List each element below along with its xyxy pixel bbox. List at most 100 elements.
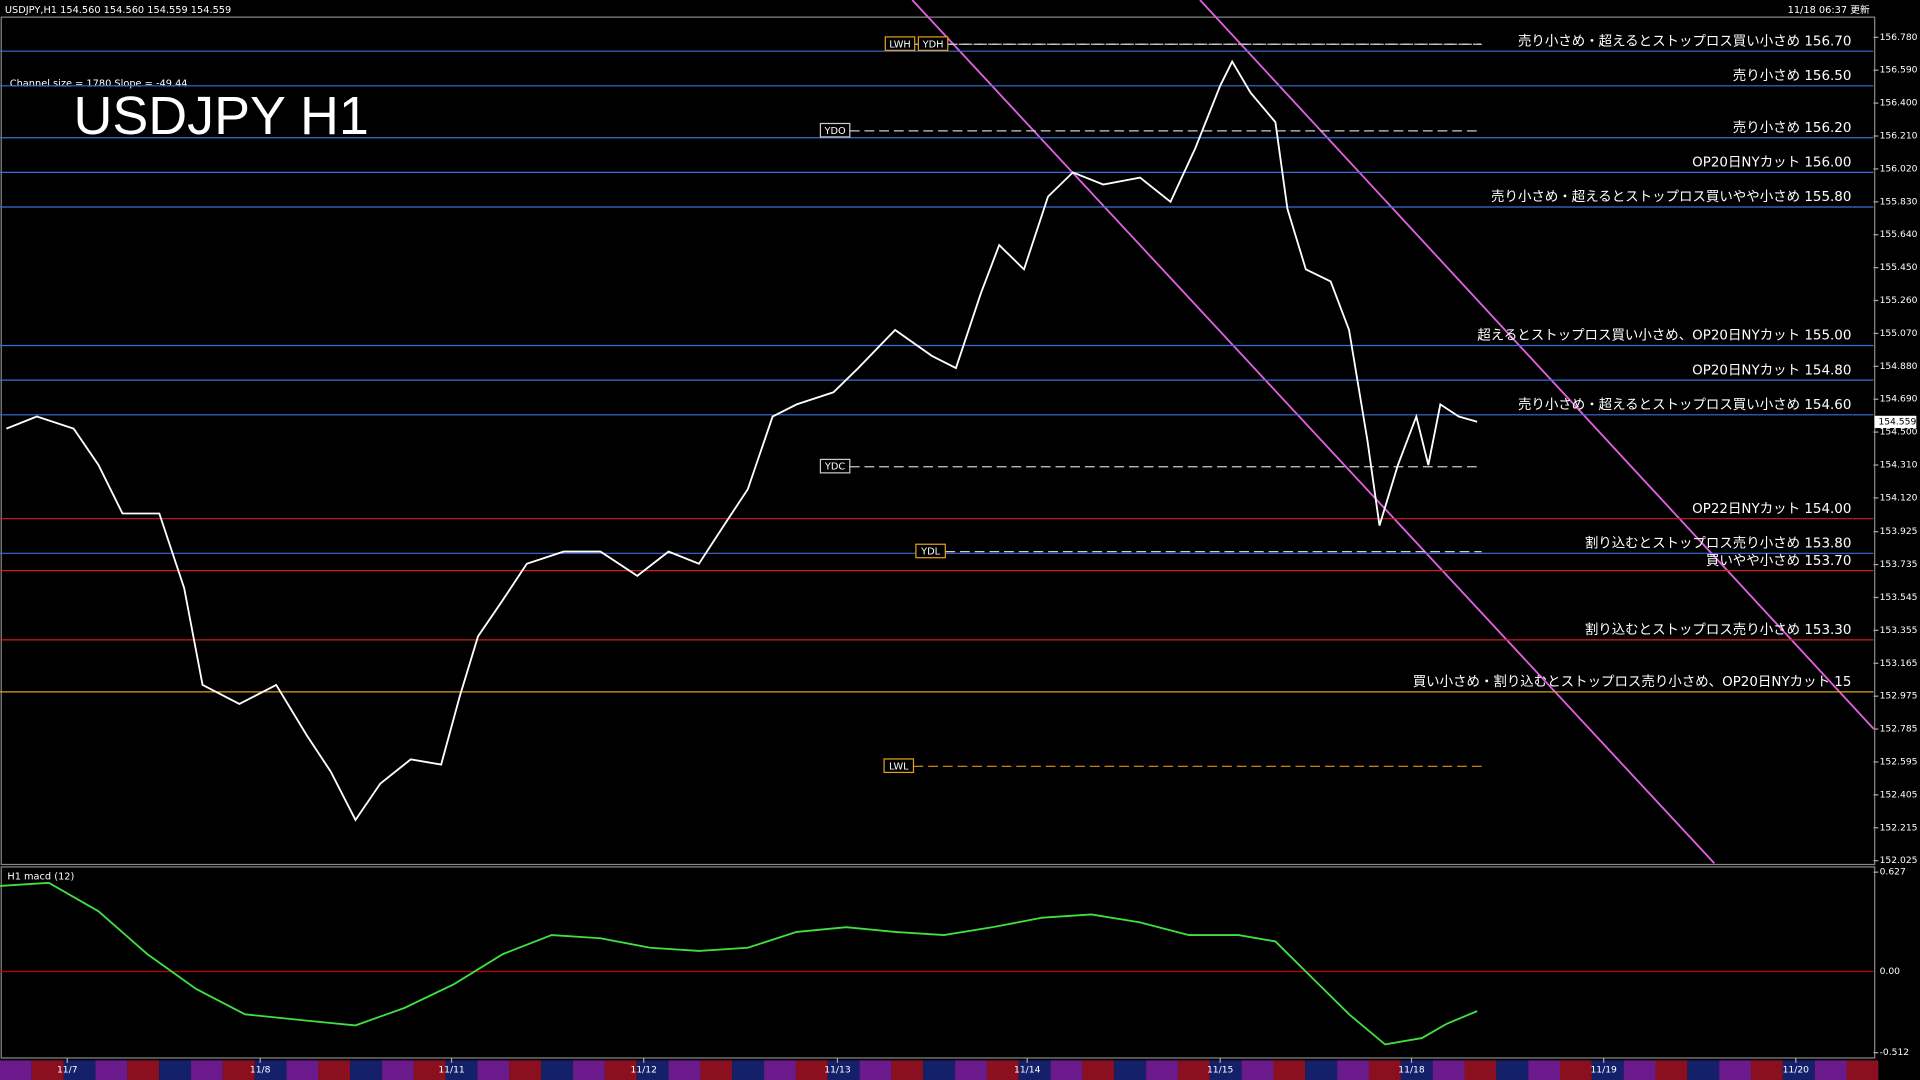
y-tick-label: 153.925 (1880, 526, 1918, 537)
date-bar-segment (986, 1060, 1019, 1080)
y-tick-label: 152.595 (1880, 756, 1918, 767)
date-bar-segment (1177, 1060, 1210, 1080)
macd-tick-label: 0.00 (1880, 966, 1901, 977)
x-tick-label: 11/19 (1590, 1065, 1617, 1076)
date-bar-segment (1018, 1060, 1051, 1080)
x-tick-label: 11/20 (1783, 1065, 1810, 1076)
date-bar-segment (191, 1060, 223, 1080)
x-tick-label: 11/14 (1014, 1065, 1041, 1076)
date-bar-segment (1591, 1060, 1624, 1080)
macd-line (0, 881, 1478, 1046)
y-tick-label: 152.215 (1880, 822, 1918, 833)
date-bar-segment (445, 1060, 478, 1080)
date-bar-segment (254, 1060, 287, 1080)
y-tick-label: 153.545 (1880, 592, 1918, 603)
updated: 11/18 06:37 更新 (1788, 3, 1870, 16)
date-bar-segment (1814, 1060, 1847, 1080)
price-line (6, 59, 1478, 822)
date-bar-segment (923, 1060, 956, 1080)
x-tick-label: 11/18 (1398, 1065, 1425, 1076)
date-bar-segment (0, 1060, 32, 1080)
level-label: OP22日NYカット 154.00 (1692, 502, 1851, 517)
level-label: 売り小さめ・超えるとストップロス買いやや小さめ 155.80 (1491, 189, 1851, 205)
x-tick-label: 11/8 (250, 1065, 271, 1076)
y-tick-label: 153.165 (1880, 658, 1918, 669)
date-bar-segment (1687, 1060, 1720, 1080)
date-bar-segment (1082, 1060, 1115, 1080)
date-bar-segment (1337, 1060, 1369, 1080)
level-label: 買い小さめ・割り込むとストップロス売り小さめ、OP20日NYカット 15 (1413, 673, 1852, 690)
y-tick-label: 155.260 (1880, 295, 1918, 306)
marker-box (917, 36, 949, 51)
y-tick-label: 155.070 (1880, 328, 1918, 339)
chart-title: USDJPY H1 (73, 86, 368, 146)
date-bar-segment (1114, 1060, 1147, 1080)
date-bar-segment (1305, 1060, 1338, 1080)
x-tick-label: 11/13 (824, 1065, 851, 1076)
date-bar-segment (1528, 1060, 1560, 1080)
macd-tick-label: -0.512 (1880, 1047, 1910, 1058)
y-tick-label: 156.020 (1880, 163, 1918, 174)
date-bar-segment (1623, 1060, 1656, 1080)
date-bar-segment (222, 1060, 255, 1080)
date-bar-segment (573, 1060, 605, 1080)
level-label: 超えるとストップロス買い小さめ、OP20日NYカット 155.00 (1477, 328, 1851, 344)
date-bar-segment (1400, 1060, 1433, 1080)
y-tick-label: 154.310 (1880, 460, 1918, 471)
marker-box (819, 458, 851, 474)
date-bar-segment (1050, 1060, 1083, 1080)
date-bar-segment (1719, 1060, 1752, 1080)
y-tick-label: 154.690 (1880, 394, 1918, 405)
date-bar-segment (1368, 1060, 1401, 1080)
date-bar-segment (955, 1060, 987, 1080)
marker-label: YDO (823, 126, 846, 137)
y-tick-label: 152.025 (1880, 855, 1918, 866)
date-bar-segment (795, 1060, 828, 1080)
marker-label: LWH (889, 39, 911, 50)
y-tick-label: 155.640 (1880, 229, 1918, 240)
level-label: 売り小さめ 156.20 (1733, 120, 1852, 136)
y-tick-label: 155.830 (1880, 196, 1918, 207)
level-label: OP20日NYカット 154.80 (1692, 363, 1851, 378)
macd-tick-label: 0.627 (1880, 867, 1906, 878)
x-tick-label: 11/11 (438, 1065, 464, 1076)
date-bar-segment (1655, 1060, 1688, 1080)
level-label: 売り小さめ・超えるとストップロス買い小さめ 154.60 (1518, 397, 1851, 413)
date-bar-segment (764, 1060, 796, 1080)
date-bar-segment (1432, 1060, 1465, 1080)
main-frame (0, 16, 1876, 866)
date-bar-segment (509, 1060, 542, 1080)
channel-info: Channel size = 1780 Slope = -49.44 (10, 78, 188, 89)
y-tick-label: 154.500 (1880, 427, 1918, 438)
date-bar-segment (286, 1060, 319, 1080)
level-label: 買いやや小さめ 153.70 (1706, 553, 1852, 569)
date-bar-segment (604, 1060, 637, 1080)
marker-label: YDL (920, 547, 941, 558)
date-bar-segment (668, 1060, 701, 1080)
header: USDJPY,H1 154.560 154.560 154.559 154.55… (5, 5, 231, 16)
date-bar-segment (827, 1060, 860, 1080)
y-tick-label: 152.405 (1880, 789, 1918, 800)
date-bar-segment (1273, 1060, 1306, 1080)
date-bar-segment (732, 1060, 765, 1080)
date-bar-segment (1464, 1060, 1497, 1080)
date-bar-segment (1560, 1060, 1592, 1080)
current-price-label: 154.559 (1878, 416, 1916, 427)
y-tick-label: 156.400 (1880, 98, 1918, 109)
date-bar-segment (891, 1060, 924, 1080)
channel-line (1199, 0, 1875, 730)
date-bar-segment (636, 1060, 669, 1080)
date-bar-segment (1146, 1060, 1178, 1080)
marker-box (819, 122, 851, 138)
y-tick-label: 153.735 (1880, 559, 1918, 570)
y-tick-label: 154.880 (1880, 361, 1918, 372)
x-tick-label: 11/7 (57, 1065, 78, 1076)
level-label: 売り小さめ 156.50 (1733, 68, 1852, 84)
marker-label: YDH (922, 39, 944, 50)
date-bar-segment (541, 1060, 574, 1080)
date-bar-segment (95, 1060, 128, 1080)
date-bar-segment (318, 1060, 351, 1080)
y-tick-label: 156.590 (1880, 65, 1918, 76)
